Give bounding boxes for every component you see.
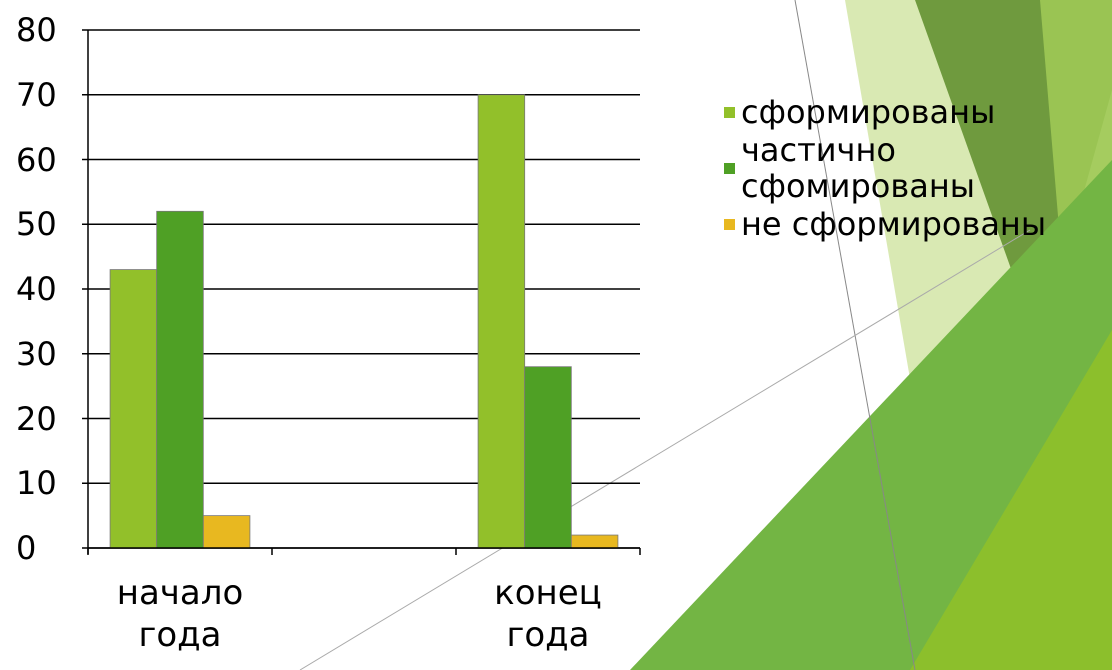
bar — [524, 366, 572, 549]
legend-item: частично сфомированы — [724, 132, 1104, 204]
y-tick-label: 80 — [16, 11, 57, 49]
x-tick-label: начало года — [116, 573, 244, 655]
y-tick-label: 30 — [16, 334, 57, 373]
background — [299, 0, 1112, 670]
bar — [202, 515, 251, 549]
legend-label: сформированы — [741, 93, 996, 131]
legend-item: сформированы — [724, 94, 1104, 130]
y-tick-label: 70 — [16, 75, 57, 114]
legend: сформированы частично сфомированы не сформ… — [724, 94, 1104, 244]
y-tick-label: 50 — [16, 205, 57, 244]
bar — [570, 534, 619, 549]
legend-swatch — [724, 162, 735, 174]
legend-item: не сформированы — [724, 206, 1104, 242]
y-tick-label: 10 — [16, 464, 57, 503]
y-tick-label: 60 — [16, 140, 57, 179]
bar — [477, 94, 526, 549]
x-tick-label: конец года — [494, 573, 602, 655]
y-tick-label: 20 — [16, 399, 57, 438]
y-tick-label: 40 — [16, 270, 57, 308]
bar — [109, 269, 158, 549]
y-tick-label: 0 — [16, 529, 37, 567]
plot-area — [82, 29, 641, 555]
legend-label: частично сфомированы — [741, 131, 976, 205]
legend-label: не сформированы — [741, 205, 1047, 243]
legend-swatch — [724, 106, 735, 118]
bar — [156, 210, 204, 549]
legend-swatch — [724, 218, 735, 230]
